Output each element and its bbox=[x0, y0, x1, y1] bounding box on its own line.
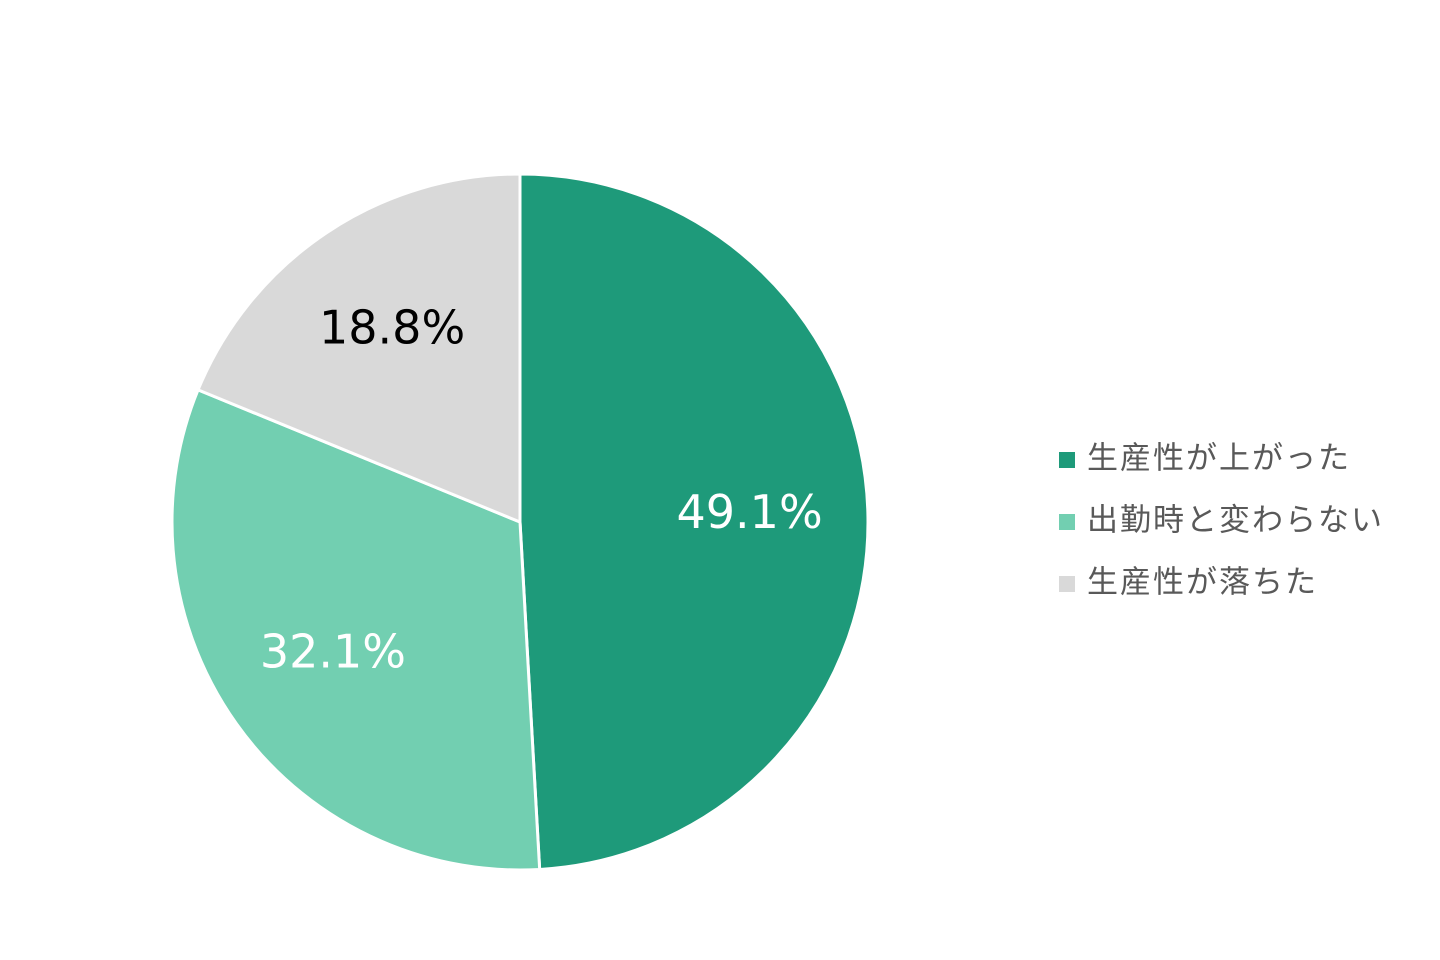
legend-label: 生産性が上がった bbox=[1087, 441, 1351, 477]
pie-slice bbox=[170, 387, 542, 872]
value-label: 32.1% bbox=[260, 625, 406, 679]
value-label: 49.1% bbox=[677, 485, 823, 539]
pie-slice bbox=[518, 172, 870, 872]
legend-swatch bbox=[1059, 576, 1075, 592]
legend-label: 出勤時と変わらない bbox=[1087, 503, 1384, 539]
legend-label: 生産性が落ちた bbox=[1087, 565, 1318, 601]
legend-swatch bbox=[1059, 452, 1075, 468]
pie-slice bbox=[196, 172, 522, 525]
legend-swatch bbox=[1059, 514, 1075, 530]
value-label: 18.8% bbox=[319, 301, 465, 355]
